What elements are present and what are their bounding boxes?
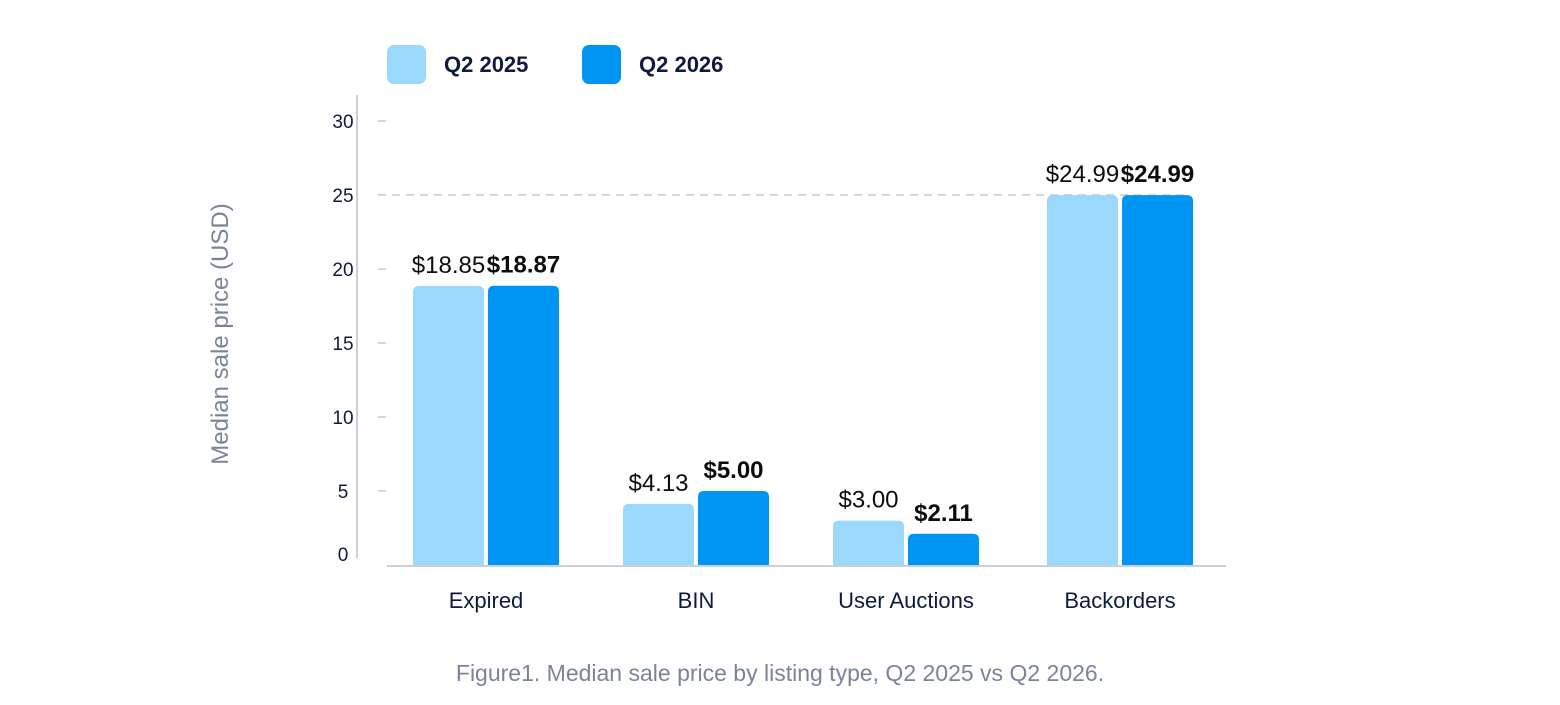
data-label: $18.85 [412, 252, 485, 279]
legend-swatch [387, 45, 426, 84]
bar-user-auctions-q2-2026 [908, 533, 979, 565]
y-tick-label: 30 [332, 112, 353, 133]
bar-expired-q2-2026 [488, 285, 559, 565]
bar-bin-q2-2025 [623, 503, 694, 565]
data-label: $18.87 [487, 252, 560, 279]
bar-expired-q2-2025 [413, 286, 484, 565]
bar-backorders-q2-2025 [1047, 195, 1118, 565]
x-tick-label: User Auctions [838, 588, 974, 613]
data-label: $5.00 [703, 457, 763, 484]
figure-caption: Figure1. Median sale price by listing ty… [455, 660, 1105, 686]
y-tick-label: 15 [332, 334, 353, 355]
x-tick-label: BIN [678, 588, 715, 613]
legend-label: Q2 2026 [639, 52, 723, 77]
legend-swatch [582, 45, 621, 84]
data-label: $24.99 [1046, 161, 1119, 188]
y-tick-label: 20 [332, 260, 353, 281]
bar-user-auctions-q2-2025 [833, 520, 904, 565]
legend-label: Q2 2025 [444, 52, 528, 77]
y-tick-label: 5 [338, 482, 349, 503]
y-tick-label: 10 [332, 408, 353, 429]
data-label: $24.99 [1121, 161, 1194, 188]
bar-bin-q2-2026 [698, 491, 769, 565]
x-tick-label: Expired [449, 588, 524, 613]
x-tick-label: Backorders [1064, 588, 1175, 613]
bar-backorders-q2-2026 [1122, 195, 1193, 565]
y-tick-label: 25 [332, 186, 353, 207]
y-axis-title: Median sale price (USD) [207, 203, 234, 464]
data-label: $3.00 [838, 487, 898, 514]
data-label: $2.11 [914, 500, 973, 527]
y-tick-label: 0 [338, 545, 349, 566]
data-label: $4.13 [628, 470, 688, 497]
